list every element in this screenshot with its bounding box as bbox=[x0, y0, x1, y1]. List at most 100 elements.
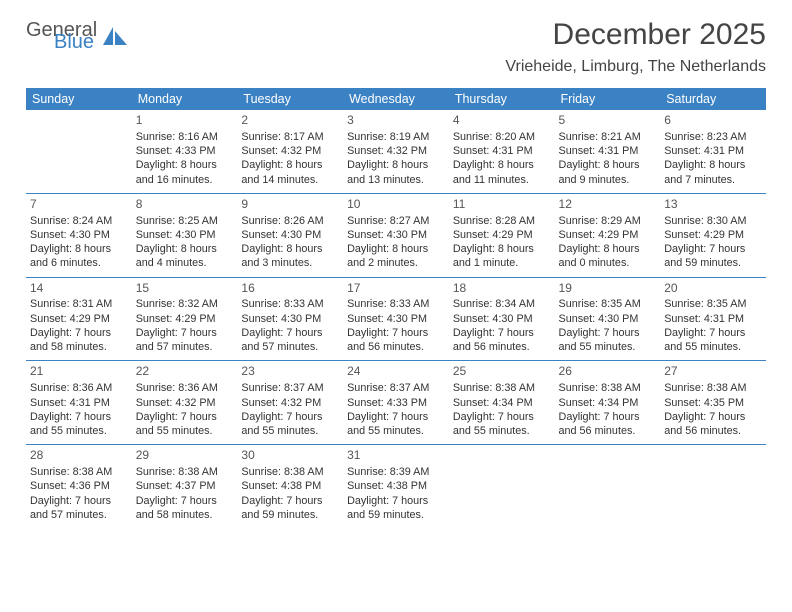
sunset-line: Sunset: 4:32 PM bbox=[347, 144, 445, 158]
sunrise-line: Sunrise: 8:38 AM bbox=[664, 381, 762, 395]
weekday-row: Sunday Monday Tuesday Wednesday Thursday… bbox=[26, 88, 766, 110]
calendar-week-row: 14Sunrise: 8:31 AMSunset: 4:29 PMDayligh… bbox=[26, 277, 766, 361]
daylight-line: Daylight: 8 hours and 6 minutes. bbox=[30, 242, 128, 271]
daylight-line: Daylight: 7 hours and 57 minutes. bbox=[136, 326, 234, 355]
sunset-line: Sunset: 4:34 PM bbox=[559, 396, 657, 410]
day-number: 7 bbox=[30, 197, 128, 213]
sunrise-line: Sunrise: 8:36 AM bbox=[136, 381, 234, 395]
calendar-day-cell: 3Sunrise: 8:19 AMSunset: 4:32 PMDaylight… bbox=[343, 110, 449, 193]
daylight-line: Daylight: 8 hours and 11 minutes. bbox=[453, 158, 551, 187]
day-number: 3 bbox=[347, 113, 445, 129]
daylight-line: Daylight: 8 hours and 4 minutes. bbox=[136, 242, 234, 271]
sunset-line: Sunset: 4:30 PM bbox=[559, 312, 657, 326]
daylight-line: Daylight: 7 hours and 59 minutes. bbox=[347, 494, 445, 523]
daylight-line: Daylight: 7 hours and 59 minutes. bbox=[241, 494, 339, 523]
weekday-header: Sunday bbox=[26, 88, 132, 110]
sunset-line: Sunset: 4:29 PM bbox=[30, 312, 128, 326]
day-number: 23 bbox=[241, 364, 339, 380]
daylight-line: Daylight: 8 hours and 7 minutes. bbox=[664, 158, 762, 187]
sunset-line: Sunset: 4:32 PM bbox=[136, 396, 234, 410]
sunrise-line: Sunrise: 8:38 AM bbox=[241, 465, 339, 479]
calendar-day-cell: 31Sunrise: 8:39 AMSunset: 4:38 PMDayligh… bbox=[343, 445, 449, 528]
daylight-line: Daylight: 7 hours and 56 minutes. bbox=[559, 410, 657, 439]
sunset-line: Sunset: 4:29 PM bbox=[453, 228, 551, 242]
weekday-header: Wednesday bbox=[343, 88, 449, 110]
calendar-day-cell: 20Sunrise: 8:35 AMSunset: 4:31 PMDayligh… bbox=[660, 277, 766, 361]
calendar-empty-cell bbox=[449, 445, 555, 528]
daylight-line: Daylight: 7 hours and 56 minutes. bbox=[664, 410, 762, 439]
sunrise-line: Sunrise: 8:39 AM bbox=[347, 465, 445, 479]
sunrise-line: Sunrise: 8:27 AM bbox=[347, 214, 445, 228]
sunset-line: Sunset: 4:31 PM bbox=[30, 396, 128, 410]
daylight-line: Daylight: 7 hours and 57 minutes. bbox=[30, 494, 128, 523]
calendar-thead: Sunday Monday Tuesday Wednesday Thursday… bbox=[26, 88, 766, 110]
sunrise-line: Sunrise: 8:35 AM bbox=[559, 297, 657, 311]
day-number: 10 bbox=[347, 197, 445, 213]
calendar-day-cell: 8Sunrise: 8:25 AMSunset: 4:30 PMDaylight… bbox=[132, 193, 238, 277]
day-number: 13 bbox=[664, 197, 762, 213]
sunset-line: Sunset: 4:38 PM bbox=[241, 479, 339, 493]
calendar-day-cell: 23Sunrise: 8:37 AMSunset: 4:32 PMDayligh… bbox=[237, 361, 343, 445]
sunset-line: Sunset: 4:38 PM bbox=[347, 479, 445, 493]
day-number: 25 bbox=[453, 364, 551, 380]
day-number: 2 bbox=[241, 113, 339, 129]
calendar-day-cell: 30Sunrise: 8:38 AMSunset: 4:38 PMDayligh… bbox=[237, 445, 343, 528]
day-number: 24 bbox=[347, 364, 445, 380]
day-number: 1 bbox=[136, 113, 234, 129]
day-number: 18 bbox=[453, 281, 551, 297]
sunset-line: Sunset: 4:31 PM bbox=[664, 312, 762, 326]
day-number: 17 bbox=[347, 281, 445, 297]
calendar-week-row: 7Sunrise: 8:24 AMSunset: 4:30 PMDaylight… bbox=[26, 193, 766, 277]
sunset-line: Sunset: 4:30 PM bbox=[241, 312, 339, 326]
sunset-line: Sunset: 4:30 PM bbox=[136, 228, 234, 242]
sunrise-line: Sunrise: 8:29 AM bbox=[559, 214, 657, 228]
daylight-line: Daylight: 7 hours and 59 minutes. bbox=[664, 242, 762, 271]
calendar-day-cell: 12Sunrise: 8:29 AMSunset: 4:29 PMDayligh… bbox=[555, 193, 661, 277]
calendar-day-cell: 13Sunrise: 8:30 AMSunset: 4:29 PMDayligh… bbox=[660, 193, 766, 277]
brand-part2: Blue bbox=[54, 32, 97, 52]
day-number: 9 bbox=[241, 197, 339, 213]
sunset-line: Sunset: 4:36 PM bbox=[30, 479, 128, 493]
calendar-day-cell: 7Sunrise: 8:24 AMSunset: 4:30 PMDaylight… bbox=[26, 193, 132, 277]
header: General Blue December 2025 Vrieheide, Li… bbox=[26, 18, 766, 76]
sunrise-line: Sunrise: 8:38 AM bbox=[559, 381, 657, 395]
daylight-line: Daylight: 8 hours and 1 minute. bbox=[453, 242, 551, 271]
day-number: 29 bbox=[136, 448, 234, 464]
sunset-line: Sunset: 4:30 PM bbox=[347, 228, 445, 242]
calendar-day-cell: 17Sunrise: 8:33 AMSunset: 4:30 PMDayligh… bbox=[343, 277, 449, 361]
day-number: 6 bbox=[664, 113, 762, 129]
calendar-week-row: 21Sunrise: 8:36 AMSunset: 4:31 PMDayligh… bbox=[26, 361, 766, 445]
sunset-line: Sunset: 4:30 PM bbox=[30, 228, 128, 242]
sunset-line: Sunset: 4:34 PM bbox=[453, 396, 551, 410]
calendar-empty-cell bbox=[660, 445, 766, 528]
calendar-day-cell: 14Sunrise: 8:31 AMSunset: 4:29 PMDayligh… bbox=[26, 277, 132, 361]
day-number: 16 bbox=[241, 281, 339, 297]
sunset-line: Sunset: 4:37 PM bbox=[136, 479, 234, 493]
daylight-line: Daylight: 7 hours and 58 minutes. bbox=[30, 326, 128, 355]
day-number: 31 bbox=[347, 448, 445, 464]
sunset-line: Sunset: 4:30 PM bbox=[453, 312, 551, 326]
daylight-line: Daylight: 7 hours and 56 minutes. bbox=[453, 326, 551, 355]
calendar-day-cell: 4Sunrise: 8:20 AMSunset: 4:31 PMDaylight… bbox=[449, 110, 555, 193]
day-number: 27 bbox=[664, 364, 762, 380]
title-block: December 2025 Vrieheide, Limburg, The Ne… bbox=[505, 18, 766, 76]
daylight-line: Daylight: 7 hours and 55 minutes. bbox=[664, 326, 762, 355]
daylight-line: Daylight: 7 hours and 55 minutes. bbox=[347, 410, 445, 439]
calendar-day-cell: 27Sunrise: 8:38 AMSunset: 4:35 PMDayligh… bbox=[660, 361, 766, 445]
sunrise-line: Sunrise: 8:31 AM bbox=[30, 297, 128, 311]
calendar-page: General Blue December 2025 Vrieheide, Li… bbox=[0, 0, 792, 528]
day-number: 12 bbox=[559, 197, 657, 213]
daylight-line: Daylight: 8 hours and 16 minutes. bbox=[136, 158, 234, 187]
daylight-line: Daylight: 7 hours and 55 minutes. bbox=[136, 410, 234, 439]
day-number: 8 bbox=[136, 197, 234, 213]
sunset-line: Sunset: 4:30 PM bbox=[347, 312, 445, 326]
calendar-day-cell: 1Sunrise: 8:16 AMSunset: 4:33 PMDaylight… bbox=[132, 110, 238, 193]
sunrise-line: Sunrise: 8:17 AM bbox=[241, 130, 339, 144]
calendar-day-cell: 22Sunrise: 8:36 AMSunset: 4:32 PMDayligh… bbox=[132, 361, 238, 445]
sunset-line: Sunset: 4:33 PM bbox=[347, 396, 445, 410]
brand-logo: General Blue bbox=[26, 18, 131, 52]
calendar-day-cell: 16Sunrise: 8:33 AMSunset: 4:30 PMDayligh… bbox=[237, 277, 343, 361]
calendar-day-cell: 24Sunrise: 8:37 AMSunset: 4:33 PMDayligh… bbox=[343, 361, 449, 445]
calendar-day-cell: 21Sunrise: 8:36 AMSunset: 4:31 PMDayligh… bbox=[26, 361, 132, 445]
sunrise-line: Sunrise: 8:34 AM bbox=[453, 297, 551, 311]
